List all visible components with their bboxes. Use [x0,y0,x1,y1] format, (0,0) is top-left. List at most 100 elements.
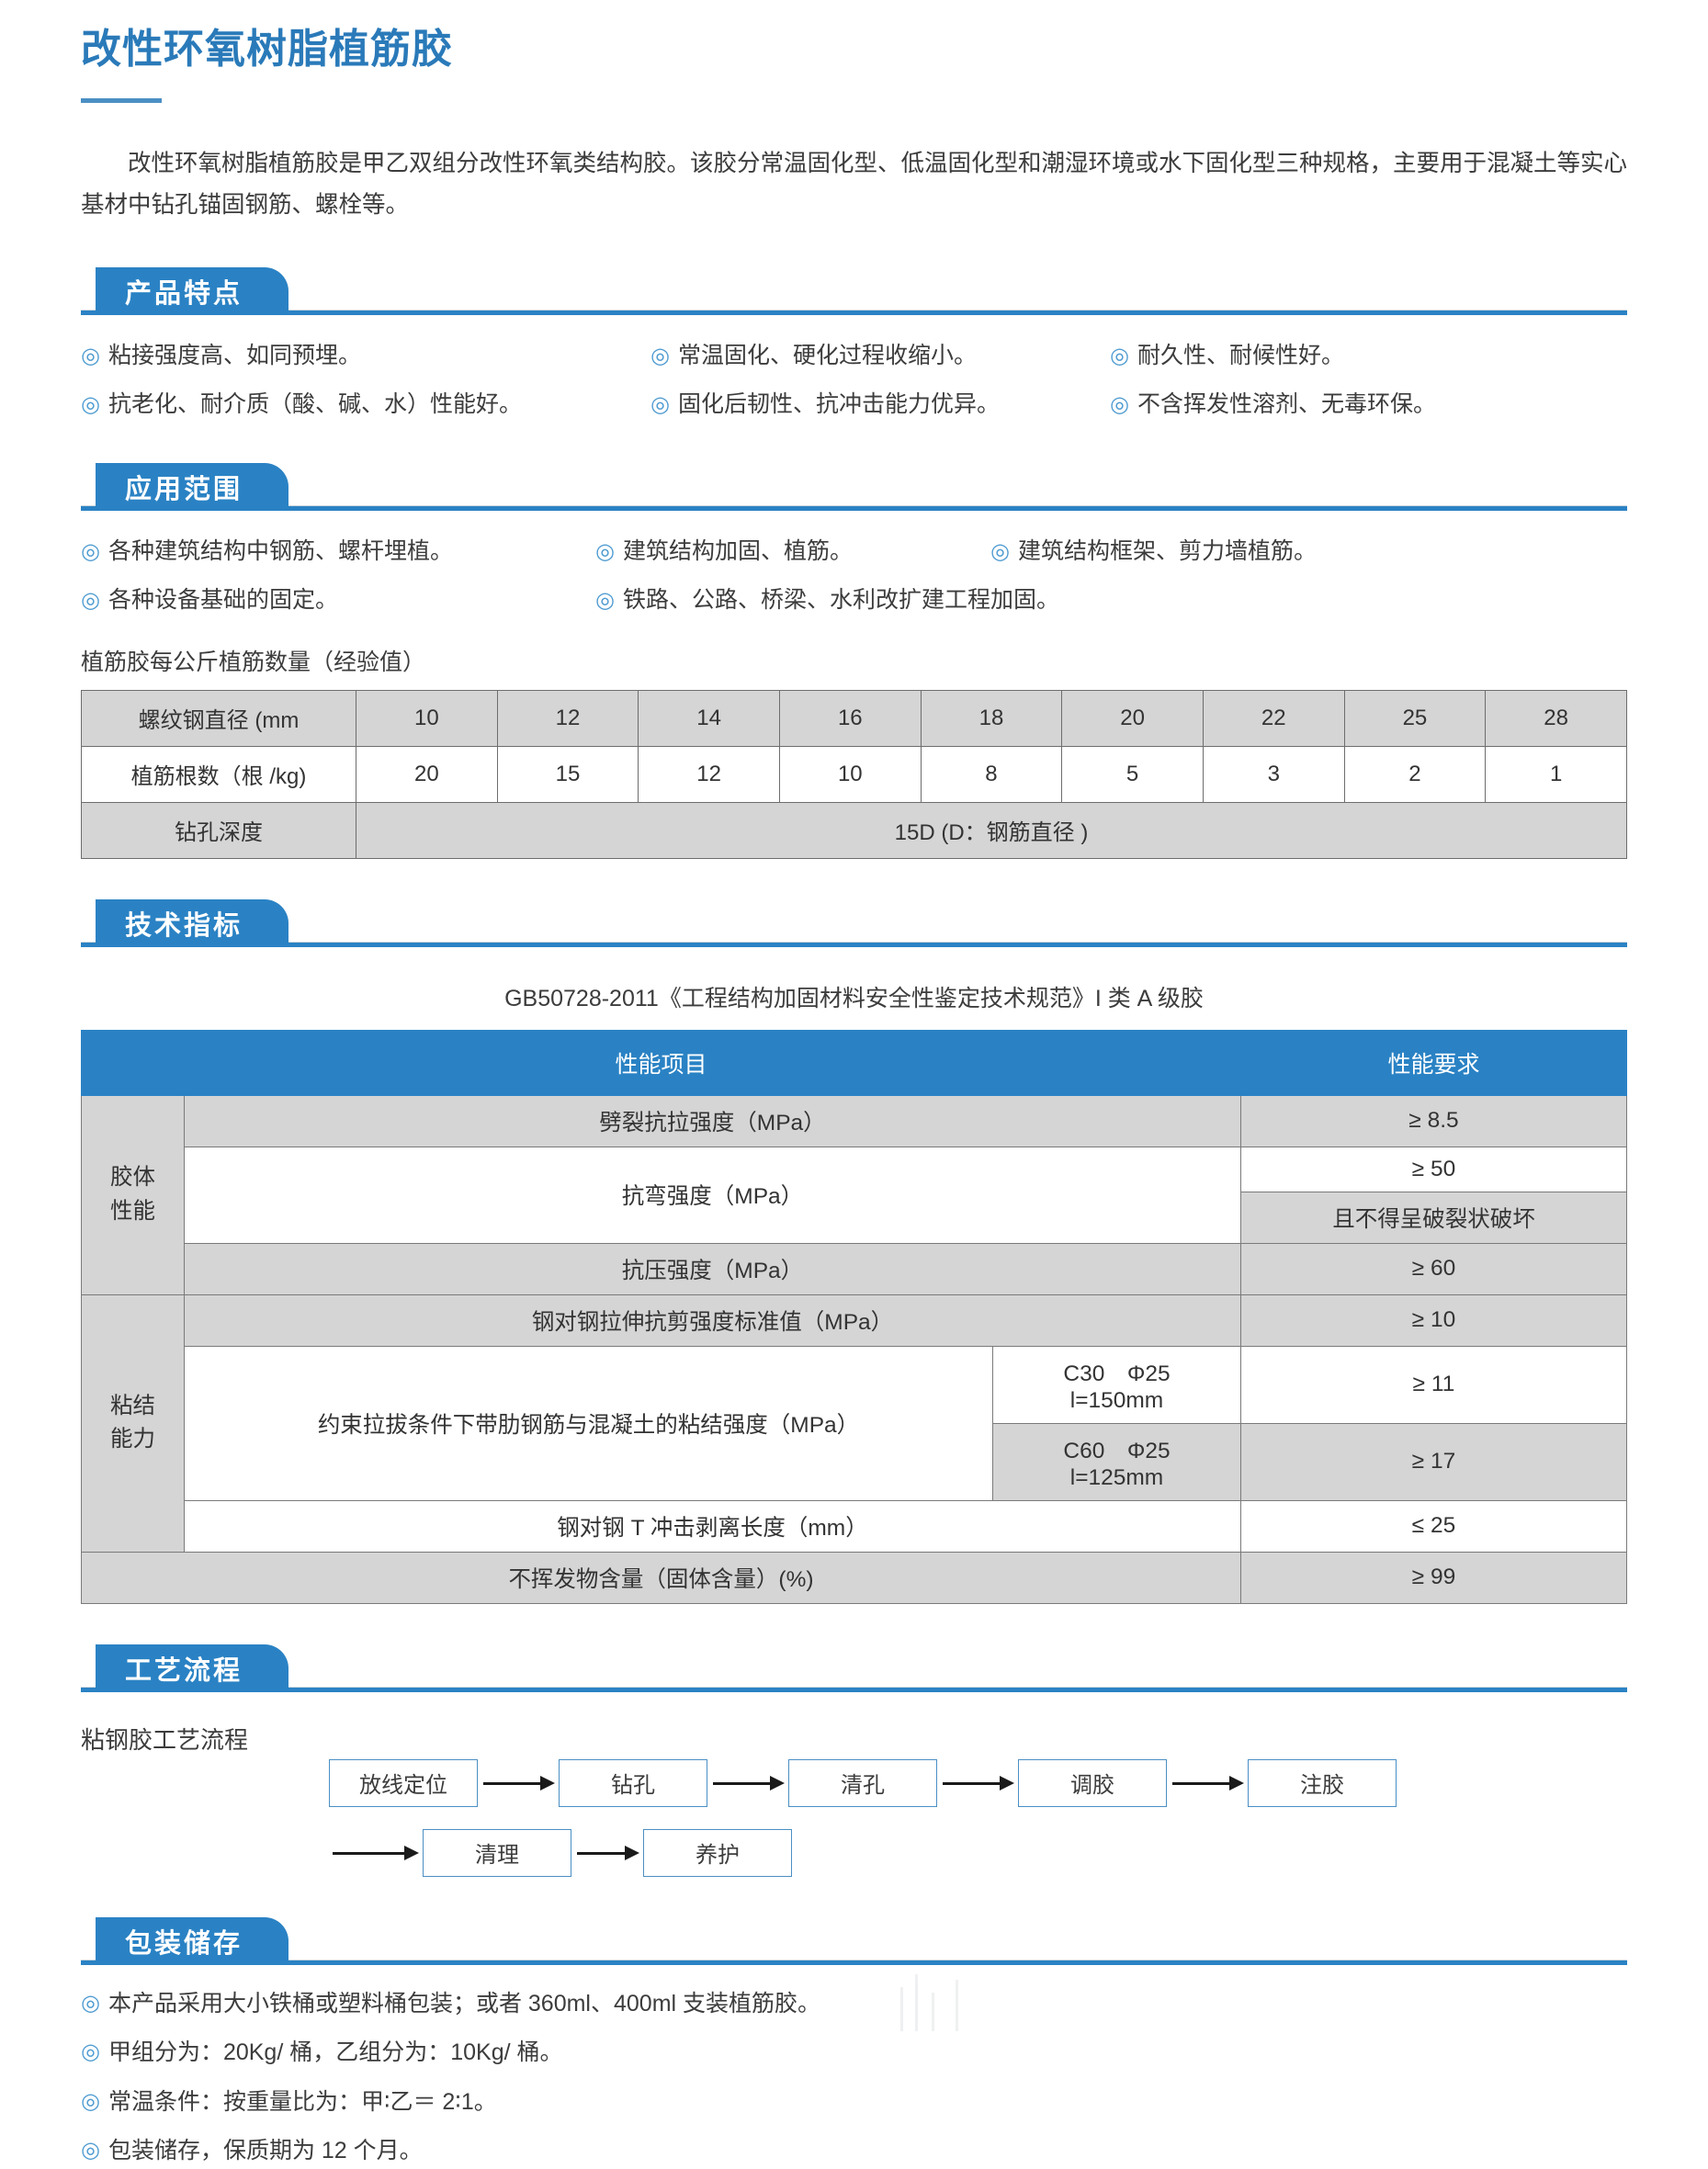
table-row: 粘结 能力 钢对钢拉伸抗剪强度标准值（MPa） ≥ 10 [81,1293,1627,1553]
section-header-technical: 技术指标 [81,898,1627,947]
table-row: 约束拉拔条件下带肋钢筋与混凝土的粘结强度（MPa） C30 Φ25 l=150m… [82,1345,1627,1501]
group-label-bonding: 粘结 能力 [81,1293,185,1553]
flow-arrow-icon [707,1775,788,1791]
spec-item-label: 抗弯强度（MPa） [184,1146,1241,1244]
rebar-diameter-value: 25 [1343,689,1487,747]
packaging-item: ◎ 包装储存，保质期为 12 个月。 [81,2134,1627,2169]
features-list: ◎ 粘接强度高、如同预埋。 ◎ 常温固化、硬化过程收缩小。 ◎ 耐久性、耐候性好… [81,339,1627,423]
spec-item-label: 抗压强度（MPa） [184,1242,1241,1295]
rebar-count-value: 8 [920,745,1063,803]
rebar-count-value: 1 [1485,745,1627,803]
packaging-label: 甲组分为：20Kg/ 桶，乙组分为：10Kg/ 桶。 [107,2039,563,2066]
table-row: 螺纹钢直径 (mm 10 12 14 16 18 20 22 25 28 [81,689,1627,747]
bullet-circle-icon: ◎ [650,343,670,368]
table-row: 植筋根数（根 /kg) 20 15 12 10 8 5 3 2 1 [81,745,1627,803]
packaging-list: ◎ 本产品采用大小铁桶或塑料桶包装；或者 360ml、400ml 支装植筋胶。 … [81,1987,1627,2169]
rebar-count-value: 12 [638,745,780,803]
application-item: ◎ 建筑结构框架、剪力墙植筋。 [990,535,1505,570]
application-item: ◎ 建筑结构加固、植筋。 [595,535,990,570]
technical-spec-table: 性能项目 性能要求 胶体 性能 劈裂抗拉强度（MPa） ≥ 8.5 抗弯强度（MP… [81,1029,1627,1604]
bullet-circle-icon: ◎ [595,538,615,564]
section-title-features: 产品特点 [96,266,288,315]
rebar-count-value: 2 [1343,745,1487,803]
spec-header-requirement: 性能要求 [1240,1029,1627,1096]
section-title-application: 应用范围 [96,462,288,511]
standard-reference: GB50728-2011《工程结构加固材料安全性鉴定技术规范》I 类 A 级胶 [504,985,1204,1011]
section-baseline [81,942,1627,947]
rebar-count-value: 10 [778,745,922,803]
spec-requirement-value: ≥ 60 [1240,1242,1627,1295]
spec-requirement-value: ≥ 11 [1240,1345,1627,1424]
drill-depth-value: 15D (D：钢筋直径 ) [356,801,1627,859]
flow-node-clean-hole: 清孔 [788,1758,937,1807]
feature-item: ◎ 耐久性、耐候性好。 [1110,339,1606,374]
section-baseline [81,1687,1627,1692]
spec-requirement-value: ≥ 10 [1240,1293,1627,1347]
application-label: 铁路、公路、桥梁、水利改扩建工程加固。 [622,587,1059,614]
section-hairline [81,309,1627,311]
table-row: 钻孔深度 15D (D：钢筋直径 ) [81,801,1627,859]
flow-row-1: 放线定位 钻孔 清孔 调胶 注胶 [81,1758,1627,1807]
rebar-count-value: 3 [1202,745,1345,803]
flow-chart-title: 粘钢胶工艺流程 [81,1725,249,1754]
rebar-diameter-value: 20 [1061,689,1204,747]
spec-requirement-value: ≤ 25 [1240,1499,1627,1553]
feature-label: 粘接强度高、如同预埋。 [107,342,361,368]
spec-item-label: 钢对钢 T 冲击剥离长度（mm） [184,1499,1241,1553]
document-page: 改性环氧树脂植筋胶 改性环氧树脂植筋胶是甲乙双组分改性环氧类结构胶。该胶分常温固… [81,27,1627,2163]
spec-condition-line2: l=125mm [1069,1464,1164,1490]
flow-node-inject-glue: 注胶 [1248,1758,1397,1807]
spec-item-label: 不挥发物含量（固体含量）(%) [81,1551,1241,1604]
spec-item-label: 约束拉拔条件下带肋钢筋与混凝土的粘结强度（MPa） [184,1345,993,1501]
application-item: ◎ 各种设备基础的固定。 [81,583,595,618]
section-baseline [81,1960,1627,1965]
feature-label: 不含挥发性溶剂、无毒环保。 [1137,391,1436,418]
rebar-count-value: 15 [496,745,639,803]
application-item: ◎ 铁路、公路、桥梁、水利改扩建工程加固。 [595,583,1059,618]
flow-arrow-icon [327,1845,423,1861]
application-list: ◎ 各种建筑结构中钢筋、螺杆埋植。 ◎ 建筑结构加固、植筋。 ◎ 建筑结构框架、… [81,535,1627,618]
bullet-circle-icon: ◎ [990,538,1010,564]
spec-condition-c60: C60 Φ25 l=125mm [992,1422,1241,1501]
rebar-table-caption: 植筋胶每公斤植筋数量（经验值） [81,649,426,675]
section-baseline [81,505,1627,511]
application-label: 各种建筑结构中钢筋、螺杆埋植。 [107,537,453,564]
spec-condition-line1: C60 Φ25 [1063,1438,1171,1463]
flow-arrow-icon [937,1775,1018,1791]
bullet-circle-icon: ◎ [1110,343,1129,368]
application-label: 各种设备基础的固定。 [107,587,338,614]
flow-arrow-icon [478,1775,559,1791]
rebar-diameter-value: 10 [356,689,498,747]
spec-requirement-value: ≥ 50 [1240,1146,1627,1192]
rebar-diameter-value: 16 [778,689,922,747]
spec-header-item: 性能项目 [81,1029,1241,1096]
flow-node-curing: 养护 [643,1828,792,1877]
table-row: 抗压强度（MPa） ≥ 60 [82,1242,1627,1295]
flow-row-2: 清理 养护 [81,1828,1627,1877]
section-title-process: 工艺流程 [96,1644,288,1692]
table-row: 抗弯强度（MPa） ≥ 50 [82,1146,1627,1244]
packaging-item: ◎ 甲组分为：20Kg/ 桶，乙组分为：10Kg/ 桶。 [81,2036,1627,2071]
spec-condition-c30: C30 Φ25 l=150mm [992,1345,1241,1424]
flow-node-layout: 放线定位 [329,1758,478,1807]
features-row-2: ◎ 抗老化、耐介质（酸、碱、水）性能好。 ◎ 固化后韧性、抗冲击能力优异。 ◎ … [81,388,1627,423]
table-row: 胶体 性能 劈裂抗拉强度（MPa） ≥ 8.5 [81,1094,1627,1295]
feature-label: 固化后韧性、抗冲击能力优异。 [677,391,1000,418]
application-label: 建筑结构加固、植筋。 [622,537,853,564]
bullet-circle-icon: ◎ [81,2088,100,2114]
rebar-diameter-label: 螺纹钢直径 (mm [81,689,356,747]
feature-item: ◎ 不含挥发性溶剂、无毒环保。 [1110,388,1606,423]
bullet-circle-icon: ◎ [595,588,615,614]
section-title-technical: 技术指标 [96,898,288,947]
application-item: ◎ 各种建筑结构中钢筋、螺杆埋植。 [81,535,595,570]
features-row-1: ◎ 粘接强度高、如同预埋。 ◎ 常温固化、硬化过程收缩小。 ◎ 耐久性、耐候性好… [81,339,1627,374]
feature-label: 常温固化、硬化过程收缩小。 [677,342,977,368]
flow-chart: 放线定位 钻孔 清孔 调胶 注胶 清理 养护 [81,1758,1627,1877]
rebar-diameter-value: 14 [638,689,780,747]
section-baseline [81,310,1627,315]
packaging-item: ◎ 本产品采用大小铁桶或塑料桶包装；或者 360ml、400ml 支装植筋胶。 [81,1987,1627,2022]
packaging-label: 本产品采用大小铁桶或塑料桶包装；或者 360ml、400ml 支装植筋胶。 [107,1990,821,2016]
section-hairline [81,1686,1627,1688]
feature-item: ◎ 固化后韧性、抗冲击能力优异。 [650,388,1110,423]
bullet-circle-icon: ◎ [81,2039,100,2065]
